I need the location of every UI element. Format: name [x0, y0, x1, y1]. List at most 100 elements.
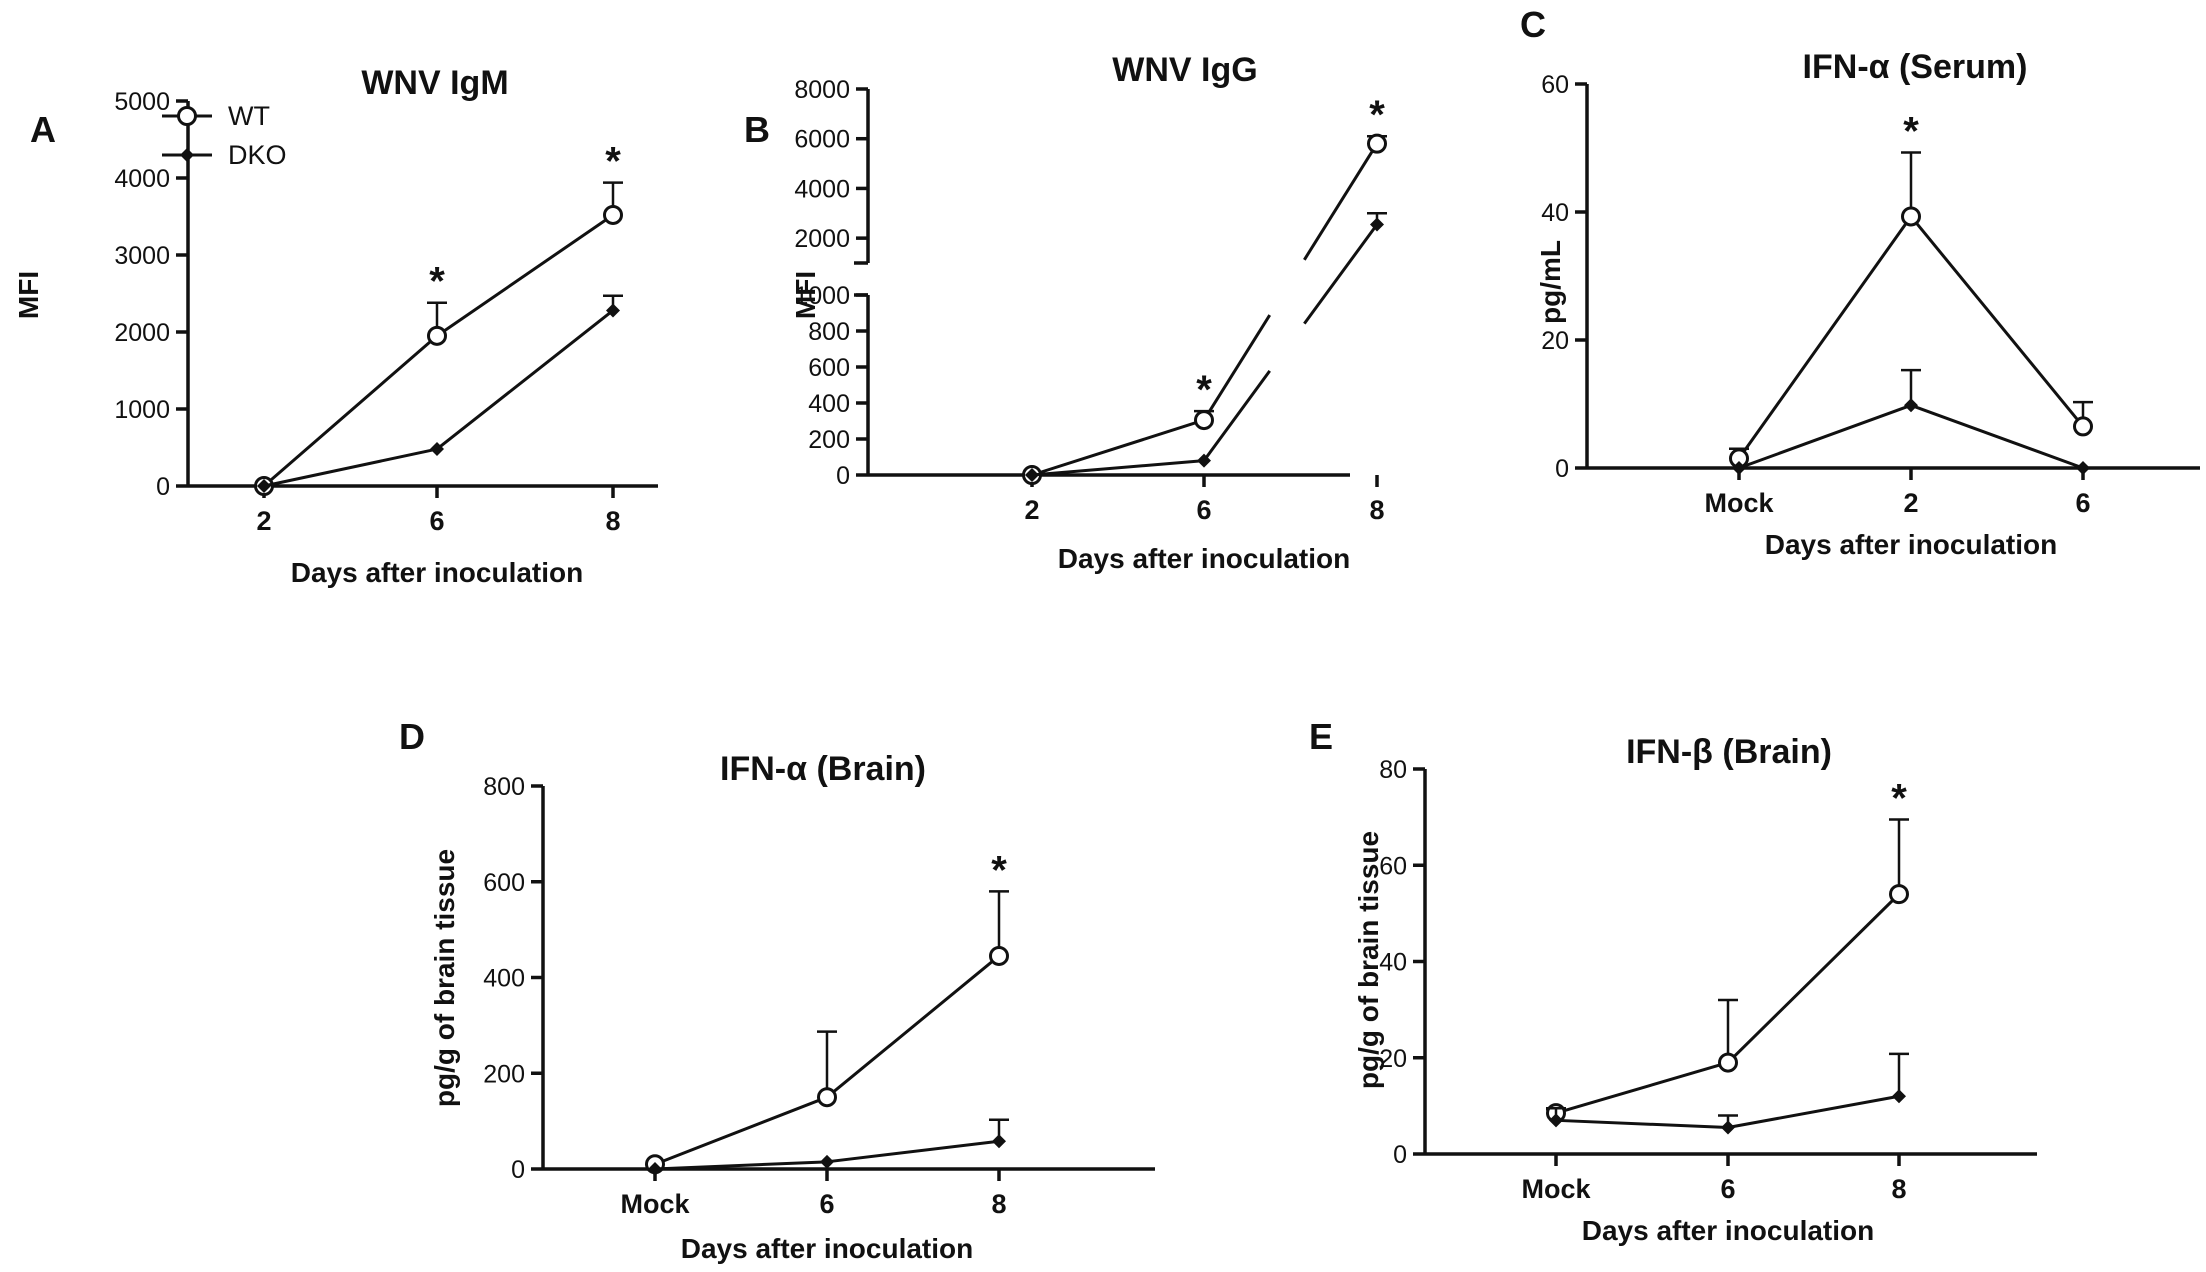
panel-a: A WNV IgM Days after inoculation MFI 0 1000 20…	[13, 64, 658, 588]
x-tick-label: 6	[819, 1189, 834, 1219]
y-tick-label: 600	[808, 354, 850, 382]
series-line-wt	[826, 954, 1000, 1099]
panel-letter: E	[1309, 716, 1333, 757]
y-tick-label: 3000	[114, 242, 170, 270]
legend: WT DKO	[162, 101, 287, 170]
x-tick-label: Mock	[1704, 488, 1774, 518]
data-point-dko	[1892, 1089, 1906, 1104]
series-line-dko	[826, 1139, 1000, 1164]
series-line-dko	[436, 309, 614, 451]
y-axis-label: pg/mL	[1535, 240, 1566, 324]
chart-title: WNV IgG	[1112, 51, 1257, 89]
y-tick-label: 60	[1379, 852, 1407, 880]
data-point-dko	[648, 1162, 662, 1176]
data-point-dko	[1721, 1120, 1735, 1135]
data-point-wt	[1889, 884, 1909, 905]
y-tick-label: 200	[483, 1060, 525, 1088]
x-axis-label: Days after inoculation	[291, 557, 584, 588]
y-tick-label: 2000	[114, 319, 170, 347]
series-line-dko	[1910, 403, 2084, 470]
y-tick-label: 0	[511, 1156, 525, 1184]
series-line-dko	[654, 1160, 828, 1171]
series-line-wt	[1202, 314, 1272, 421]
significance-star: *	[429, 260, 445, 304]
y-tick-label: 0	[1555, 455, 1569, 483]
data-point-wt	[1194, 410, 1214, 431]
chart-title: WNV IgM	[361, 64, 508, 102]
panel-e: E IFN-β (Brain) Days after inoculation pg/g…	[1309, 716, 2037, 1246]
y-tick-label: 1000	[794, 282, 850, 310]
series-line-wt	[436, 213, 614, 338]
panel-b: B WNV IgG Days after inoculation MFI 0 200 400…	[744, 51, 1387, 574]
data-point-wt	[1718, 1052, 1738, 1073]
data-point-wt	[817, 1087, 837, 1108]
significance-star: *	[991, 848, 1007, 892]
y-tick-label: 20	[1541, 327, 1569, 355]
x-tick-label: 6	[429, 506, 444, 536]
series-line-wt	[1737, 215, 1913, 460]
significance-star: *	[1891, 777, 1907, 821]
x-tick-label: 8	[605, 506, 620, 536]
y-tick-label: 1000	[114, 396, 170, 424]
legend-marker-wt	[177, 106, 197, 126]
x-tick-label: 2	[1024, 495, 1039, 525]
y-axis-label: MFI	[790, 271, 821, 319]
data-point-dko	[1732, 461, 1746, 475]
series-line-wt	[263, 334, 438, 488]
x-tick-label: 8	[991, 1189, 1006, 1219]
x-tick-label: 6	[1196, 495, 1211, 525]
data-point-wt	[427, 325, 447, 346]
y-tick-label: 2000	[794, 225, 850, 253]
series-line-wt	[1031, 418, 1205, 477]
legend-marker-dko	[180, 148, 194, 162]
y-tick-label: 0	[156, 473, 170, 501]
panel-d: D IFN-α (Brain) Days after inoculation pg/g…	[399, 716, 1155, 1264]
series-line-wt	[654, 1095, 828, 1166]
chart-title: IFN-α (Brain)	[720, 750, 926, 788]
data-point-dko	[1025, 468, 1039, 482]
data-point-dko	[1197, 453, 1211, 468]
chart-title: IFN-α (Serum)	[1803, 48, 2028, 86]
significance-star: *	[1903, 109, 1919, 153]
data-point-dko	[992, 1134, 1006, 1149]
significance-star: *	[1369, 93, 1385, 137]
y-tick-label: 4000	[114, 165, 170, 193]
y-tick-label: 0	[1393, 1141, 1407, 1169]
y-tick-label: 5000	[114, 88, 170, 116]
panel-c: C IFN-α (Serum) Days after inoculation pg/m…	[1520, 4, 2200, 560]
panel-letter: D	[399, 716, 425, 757]
y-tick-label: 6000	[794, 126, 850, 154]
x-axis-label: Days after inoculation	[681, 1233, 974, 1264]
series-line-wt	[1726, 893, 1901, 1064]
y-tick-label: 200	[808, 426, 850, 454]
data-point-dko	[1370, 217, 1384, 232]
series-line-wt	[1909, 215, 2085, 428]
data-point-dko	[2076, 461, 2090, 475]
series-line-wt	[1555, 1061, 1729, 1115]
x-tick-label: 6	[1720, 1174, 1735, 1204]
panel-letter: C	[1520, 4, 1546, 45]
x-tick-label: 8	[1891, 1174, 1906, 1204]
series-line-dko	[1031, 459, 1205, 477]
chart-title: IFN-β (Brain)	[1626, 733, 1832, 771]
legend-label-wt: WT	[228, 101, 270, 131]
x-axis-label: Days after inoculation	[1058, 543, 1351, 574]
y-axis-label: pg/g of brain tissue	[1353, 831, 1384, 1089]
y-tick-label: 20	[1379, 1045, 1407, 1073]
series-line-wt	[1303, 142, 1379, 261]
series-line-dko	[1727, 1094, 1900, 1130]
y-tick-label: 4000	[794, 175, 850, 203]
data-point-dko	[430, 442, 444, 457]
significance-star: *	[605, 140, 621, 184]
x-tick-label: 2	[1903, 488, 1918, 518]
y-tick-label: 40	[1379, 949, 1407, 977]
series-line-dko	[1202, 369, 1271, 462]
y-tick-label: 40	[1541, 199, 1569, 227]
series-line-dko	[1303, 223, 1379, 325]
data-point-dko	[1904, 398, 1918, 413]
y-tick-label: 400	[483, 965, 525, 993]
data-point-wt	[1367, 133, 1387, 154]
data-point-dko	[606, 303, 620, 318]
panel-letter: B	[744, 109, 770, 150]
